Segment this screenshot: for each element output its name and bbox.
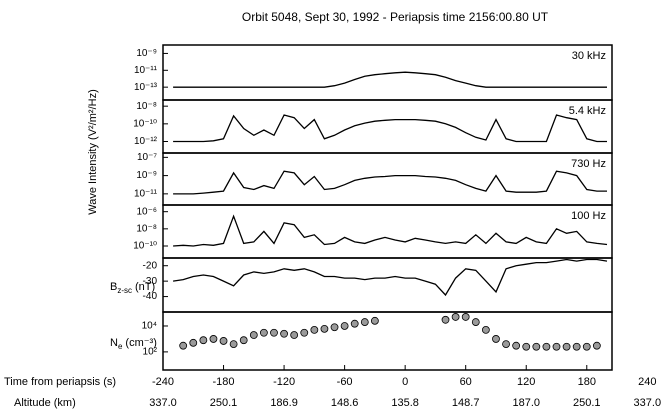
y-tick-label: 10⁻⁸ bbox=[136, 101, 157, 112]
y-tick-label: 10⁻¹⁰ bbox=[133, 241, 157, 252]
data-point bbox=[270, 328, 278, 337]
x-tick-label: 0 bbox=[402, 376, 408, 388]
panel-frame bbox=[162, 99, 613, 154]
altitude-label: Altitude (km) bbox=[14, 397, 76, 409]
data-line bbox=[173, 71, 607, 88]
data-point bbox=[209, 335, 218, 343]
data-point bbox=[199, 336, 208, 345]
data-point bbox=[340, 322, 349, 330]
data-point bbox=[441, 315, 450, 324]
altitude-tick-label: 337.0 bbox=[149, 397, 177, 409]
data-point bbox=[562, 342, 571, 351]
data-point bbox=[592, 341, 601, 350]
y-label-unit: (nT) bbox=[135, 281, 155, 293]
panel-y-label: Ne (cm⁻³) bbox=[110, 337, 157, 351]
panel-label: 5.4 kHz bbox=[569, 105, 606, 117]
data-line bbox=[173, 170, 607, 195]
data-point bbox=[572, 342, 581, 351]
y-tick-label: 10⁻⁸ bbox=[136, 223, 157, 234]
data-point bbox=[229, 340, 238, 348]
y-tick-label: 10⁻¹¹ bbox=[134, 65, 158, 76]
x-axis-label: Time from periapsis (s) bbox=[4, 376, 116, 388]
data-point bbox=[512, 341, 521, 350]
data-point bbox=[502, 340, 510, 348]
y-tick-label: 10⁻⁶ bbox=[136, 206, 157, 217]
altitude-tick-label: 148.6 bbox=[331, 397, 359, 409]
y-tick-label: 10⁻¹⁰ bbox=[133, 118, 157, 129]
data-point bbox=[532, 342, 541, 351]
chart-title: Orbit 5048, Sept 30, 1992 - Periapsis ti… bbox=[242, 10, 549, 24]
x-tick-label: -240 bbox=[152, 376, 174, 388]
data-point bbox=[542, 342, 551, 351]
data-point bbox=[451, 313, 460, 321]
data-point bbox=[370, 316, 379, 325]
data-line bbox=[173, 114, 607, 143]
y-tick-label: 10⁻⁹ bbox=[136, 170, 157, 181]
data-point bbox=[360, 318, 369, 326]
data-point bbox=[179, 341, 188, 350]
data-point bbox=[300, 328, 309, 337]
y-tick-label: 10⁴ bbox=[142, 321, 157, 332]
panel-frame bbox=[162, 204, 613, 259]
data-point bbox=[259, 328, 268, 337]
y-label-symbol: N bbox=[110, 337, 118, 349]
altitude-tick-label: 250.1 bbox=[573, 397, 601, 409]
y-label-symbol: B bbox=[110, 281, 117, 293]
data-point bbox=[552, 342, 561, 351]
x-tick-label: -180 bbox=[213, 376, 235, 388]
y-tick-label: -20 bbox=[143, 260, 158, 271]
y-label-subscript: e bbox=[118, 342, 123, 351]
y-tick-label: -40 bbox=[143, 291, 158, 302]
data-point bbox=[582, 342, 591, 351]
x-tick-label: 60 bbox=[460, 376, 472, 388]
data-point bbox=[320, 324, 329, 333]
altitude-tick-label: 135.8 bbox=[391, 397, 419, 409]
altitude-tick-label: 250.1 bbox=[210, 397, 238, 409]
panel-label: 100 Hz bbox=[571, 210, 606, 222]
y-tick-label: 10² bbox=[143, 347, 158, 358]
data-point bbox=[522, 342, 531, 351]
altitude-tick-label: 337.0 bbox=[634, 397, 662, 409]
data-point bbox=[290, 331, 299, 339]
x-tick-label: -120 bbox=[273, 376, 295, 388]
panel-y-label: Bz-sc (nT) bbox=[110, 281, 155, 295]
data-point bbox=[189, 338, 198, 347]
panel-label: 730 Hz bbox=[571, 158, 606, 170]
x-tick-label: 240 bbox=[638, 376, 656, 388]
data-point bbox=[350, 319, 359, 328]
x-tick-label: 180 bbox=[578, 376, 596, 388]
y-tick-label: 10⁻⁷ bbox=[137, 152, 157, 163]
data-point bbox=[461, 313, 470, 321]
data-point bbox=[310, 325, 319, 334]
data-point bbox=[471, 318, 480, 326]
y-axis-label: Wave Intensity (V²/m²/Hz) bbox=[87, 89, 99, 215]
y-label-subscript: z-sc bbox=[117, 286, 132, 295]
altitude-tick-label: 187.0 bbox=[512, 397, 540, 409]
y-tick-label: 10⁻¹¹ bbox=[134, 188, 158, 199]
panel-frame bbox=[162, 311, 613, 371]
panel-label: 30 kHz bbox=[572, 50, 606, 62]
data-point bbox=[330, 323, 339, 332]
y-label-unit: (cm⁻³) bbox=[125, 337, 156, 349]
data-point bbox=[239, 336, 248, 345]
data-point bbox=[249, 331, 258, 339]
data-point bbox=[280, 329, 288, 338]
x-tick-label: -60 bbox=[337, 376, 353, 388]
y-tick-label: 10⁻¹² bbox=[134, 136, 158, 147]
data-line bbox=[173, 214, 608, 247]
altitude-tick-label: 186.9 bbox=[270, 397, 298, 409]
altitude-tick-label: 148.7 bbox=[452, 397, 480, 409]
data-line bbox=[173, 258, 608, 297]
y-tick-label: 10⁻¹³ bbox=[134, 82, 158, 93]
panel-frame bbox=[162, 44, 613, 101]
y-tick-label: -30 bbox=[143, 276, 158, 287]
data-point bbox=[492, 335, 500, 343]
data-point bbox=[481, 325, 490, 334]
data-point bbox=[219, 337, 228, 345]
x-tick-label: 120 bbox=[517, 376, 535, 388]
y-tick-label: 10⁻⁹ bbox=[136, 48, 157, 59]
